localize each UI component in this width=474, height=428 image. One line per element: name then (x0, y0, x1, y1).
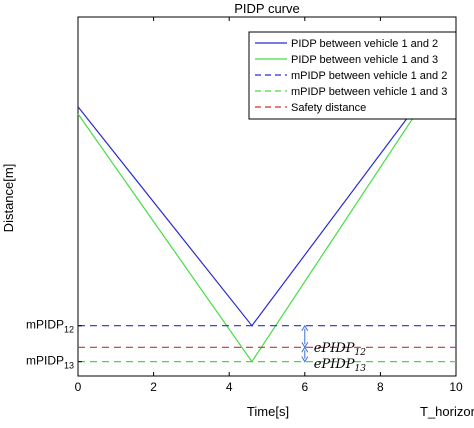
annotation-arrowhead-top-0 (301, 324, 309, 331)
y-axis-ticks: mPIDP12 mPIDP13 (26, 318, 82, 371)
y-axis-label: Distance[m] (1, 164, 16, 233)
x-tick-label-6: 6 (301, 380, 308, 394)
x-tick-label-0: 0 (75, 380, 82, 394)
legend-label-1: PIDP between vehicle 1 and 3 (291, 54, 438, 66)
y-tick-label-1: mPIDP13 (26, 354, 74, 371)
x-tick-label-2: 2 (150, 380, 157, 394)
chart-title: PIDP curve (234, 1, 300, 16)
legend-label-0: PIDP between vehicle 1 and 2 (291, 38, 438, 50)
annotation-arrowhead-bottom-1 (301, 356, 309, 363)
x-axis-label: Time[s] (247, 404, 289, 419)
legend-label-2: mPIDP between vehicle 1 and 2 (291, 70, 447, 82)
annotation-label-0: ePIDP12 (314, 341, 366, 358)
legend: PIDP between vehicle 1 and 2 PIDP between… (248, 31, 457, 120)
annotation-arrowhead-top-1 (301, 346, 309, 353)
y-tick-label-0: mPIDP12 (26, 318, 74, 335)
x-tick-label-8: 8 (377, 380, 384, 394)
legend-box (248, 31, 457, 120)
x-axis-end-label: T_horizon (420, 404, 474, 419)
series-layer (77, 52, 457, 363)
x-axis-ticks: 0 2 4 6 8 10 (75, 17, 463, 394)
x-tick-label-10: 10 (449, 380, 463, 394)
annotation-label-1: ePIDP13 (314, 357, 366, 374)
legend-label-3: mPIDP between vehicle 1 and 3 (291, 86, 447, 98)
legend-label-4: Safety distance (291, 102, 366, 114)
x-tick-label-4: 4 (226, 380, 233, 394)
